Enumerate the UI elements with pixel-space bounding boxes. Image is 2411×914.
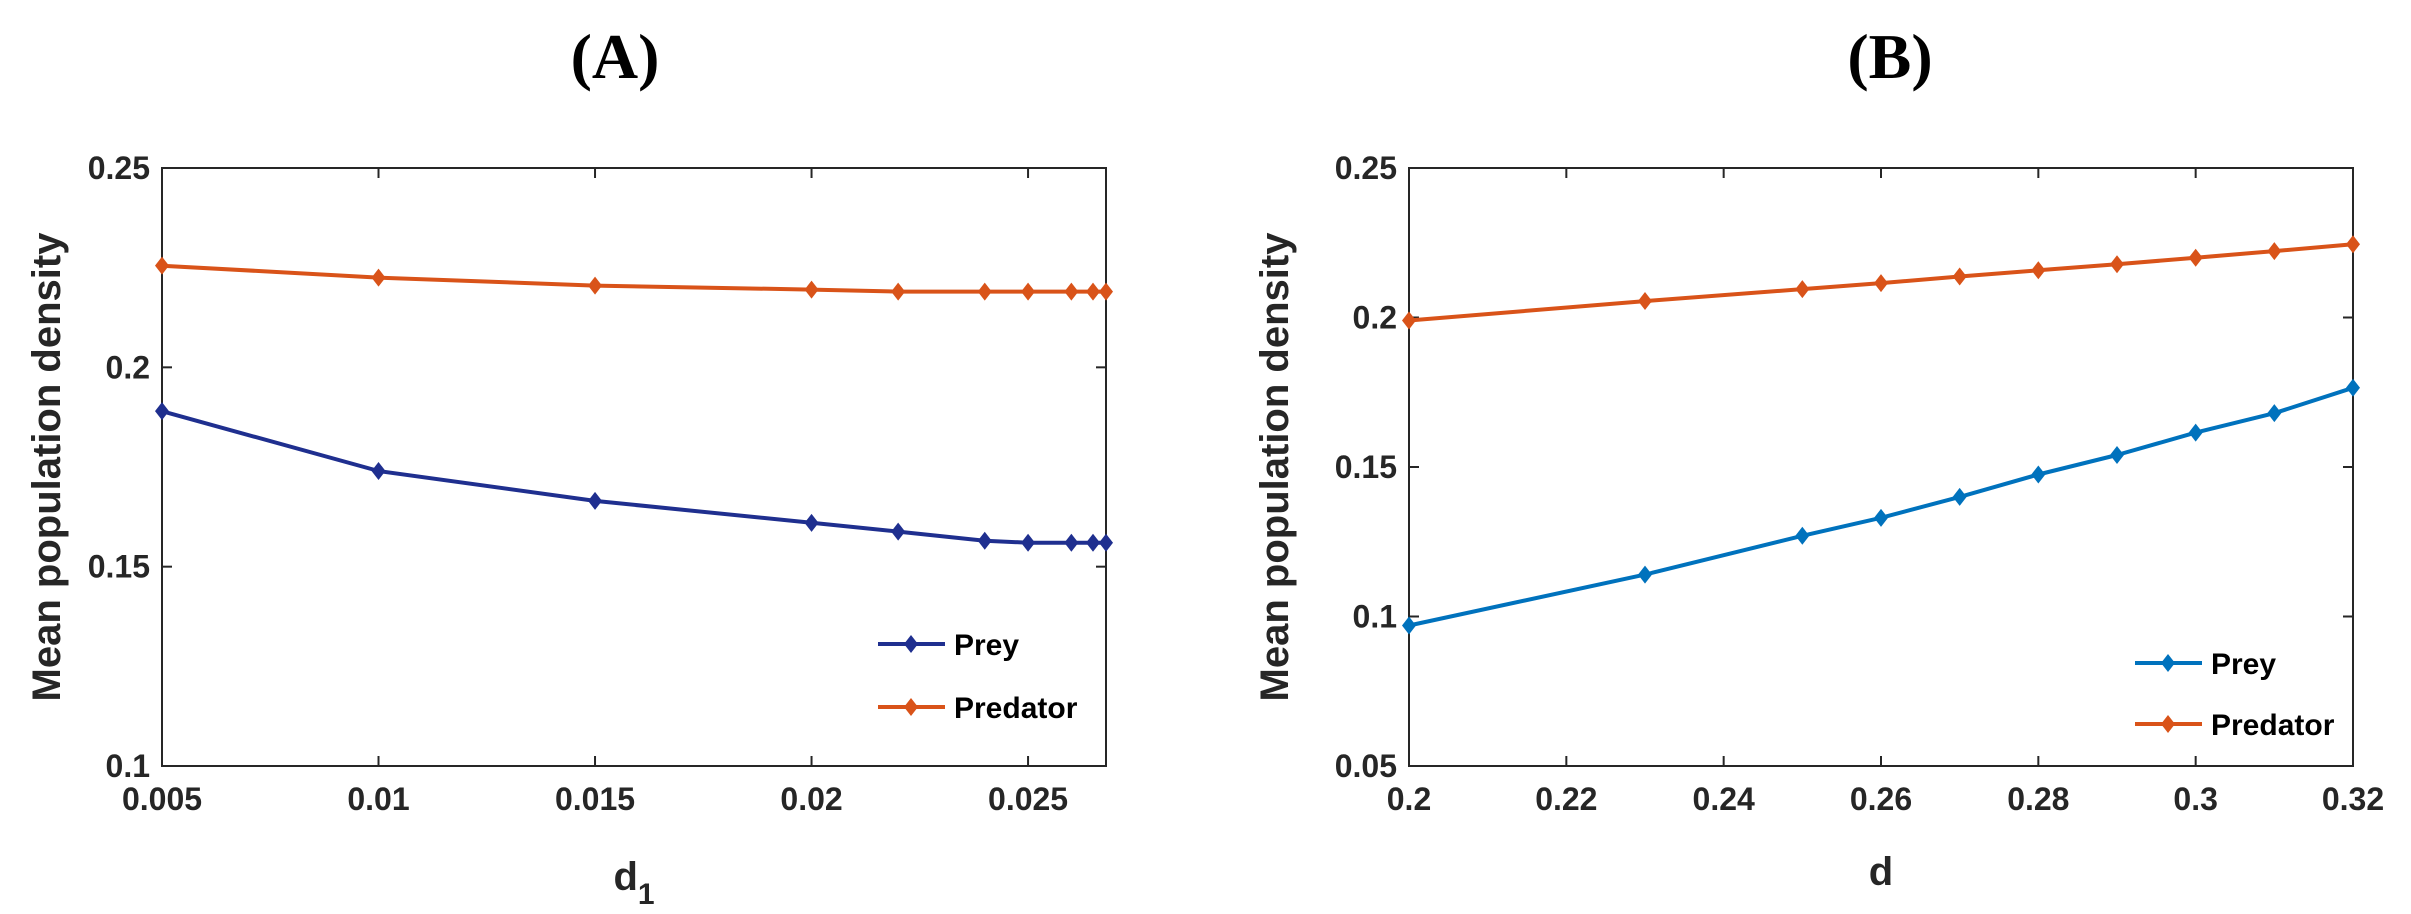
panel-a-plot-frame — [161, 167, 1107, 767]
panel-a-legend-prey-label: Prey — [954, 629, 1019, 662]
series-line-prey — [161, 409, 1106, 545]
panel-b-legend-predator-marker — [2161, 715, 2175, 733]
panel-b-legend-predator-label: Predator — [2211, 709, 2335, 742]
data-point-predator — [1638, 292, 1652, 311]
data-point-predator — [1874, 274, 1888, 293]
y-tick-label: 0.1 — [106, 748, 150, 784]
data-point-prey — [2267, 404, 2282, 423]
y-tick-label: 0.25 — [88, 150, 150, 186]
x-tick-label: 0.01 — [347, 781, 409, 817]
data-point-prey — [371, 461, 386, 480]
panel-b-title: (B) — [1847, 21, 1932, 92]
x-tick-label: 0.025 — [988, 781, 1068, 817]
data-point-predator — [804, 280, 819, 299]
panel-a-y-ticks: 0.1 0.15 0.2 0.25 — [88, 150, 1106, 784]
data-point-prey — [155, 402, 169, 421]
data-point-predator — [1099, 282, 1113, 301]
data-point-prey — [977, 531, 992, 550]
x-tick-label: 0.32 — [2322, 781, 2384, 817]
data-point-predator — [2031, 261, 2046, 280]
panel-a-legend-prey-marker — [904, 635, 918, 653]
data-point-predator — [977, 282, 992, 301]
x-tick-label: 0.2 — [1387, 781, 1431, 817]
panel-a-x-axis-label: d1 — [613, 855, 654, 911]
data-point-prey — [2346, 378, 2360, 397]
data-point-prey — [2188, 423, 2203, 442]
data-point-prey — [1638, 565, 1652, 584]
panel-a-series — [155, 256, 1113, 552]
data-point-prey — [588, 491, 603, 510]
panel-a-legend: Prey Predator — [878, 629, 1078, 725]
data-point-predator — [155, 256, 169, 275]
series-line-prey — [1408, 385, 2354, 628]
data-point-predator — [1086, 282, 1101, 301]
panel-b-y-ticks: 0.05 0.1 0.15 0.2 0.25 — [1335, 150, 2353, 784]
y-tick-label: 0.15 — [1335, 449, 1397, 485]
x-tick-label: 0.22 — [1535, 781, 1597, 817]
data-point-predator — [891, 282, 906, 301]
panel-a-x-ticks: 0.005 0.01 0.015 0.02 0.025 — [122, 168, 1068, 817]
data-point-predator — [2188, 248, 2203, 267]
data-point-prey — [804, 513, 819, 532]
data-point-prey — [1086, 533, 1101, 552]
data-point-prey — [1402, 616, 1416, 635]
panel-b-x-ticks: 0.2 0.22 0.24 0.26 0.28 0.3 0.32 — [1387, 168, 2384, 817]
x-tick-label: 0.005 — [122, 781, 202, 817]
x-tick-label: 0.3 — [2173, 781, 2217, 817]
data-point-predator — [2110, 255, 2124, 274]
data-point-predator — [2346, 235, 2360, 254]
data-point-predator — [588, 276, 603, 295]
data-point-prey — [1874, 508, 1888, 527]
y-tick-label: 0.1 — [1353, 599, 1397, 635]
data-point-prey — [891, 522, 906, 541]
y-tick-label: 0.2 — [1353, 300, 1397, 336]
y-tick-label: 0.05 — [1335, 748, 1397, 784]
series-line-predator — [1408, 242, 2354, 323]
data-point-prey — [2110, 446, 2124, 465]
data-point-predator — [1952, 267, 1967, 286]
data-point-prey — [1099, 533, 1113, 552]
x-tick-label: 0.26 — [1850, 781, 1912, 817]
data-point-predator — [1795, 280, 1810, 299]
series-line-predator — [161, 263, 1106, 294]
panel-b-legend-prey-label: Prey — [2211, 648, 2276, 681]
data-point-predator — [1402, 311, 1416, 330]
x-tick-label: 0.02 — [780, 781, 842, 817]
x-tick-label: 0.24 — [1693, 781, 1755, 817]
data-point-predator — [1021, 282, 1036, 301]
data-point-prey — [2031, 465, 2046, 484]
panel-b-x-axis-label: d — [1869, 850, 1893, 894]
y-tick-label: 0.15 — [88, 549, 150, 585]
data-point-prey — [1064, 533, 1079, 552]
data-point-prey — [1795, 526, 1810, 545]
panel-a-y-axis-label: Mean population density — [25, 232, 69, 702]
panel-a-legend-predator-label: Predator — [954, 692, 1078, 725]
data-point-predator — [2267, 242, 2282, 261]
x-tick-label: 0.015 — [555, 781, 635, 817]
panel-b-series — [1402, 235, 2360, 635]
panel-a-title: (A) — [571, 21, 660, 92]
data-point-predator — [371, 268, 386, 287]
panel-b-legend-prey-marker — [2161, 654, 2175, 672]
data-point-prey — [1021, 533, 1036, 552]
panel-a: (A) 0.005 0.01 0.015 0.02 0.025 0.10.150.20.… — [25, 21, 1113, 911]
data-point-predator — [1064, 282, 1079, 301]
panel-b: (B) 0.2 0.22 0.24 0.26 0.28 0.3 0.32 0.050.10.… — [1253, 21, 2384, 894]
panel-b-legend: Prey Predator — [2135, 648, 2335, 742]
panel-b-y-axis-label: Mean population density — [1253, 232, 1297, 702]
y-tick-label: 0.2 — [106, 349, 150, 385]
panel-a-legend-predator-marker — [904, 698, 918, 716]
x-tick-label: 0.28 — [2007, 781, 2069, 817]
y-tick-label: 0.25 — [1335, 150, 1397, 186]
data-point-prey — [1952, 487, 1967, 506]
